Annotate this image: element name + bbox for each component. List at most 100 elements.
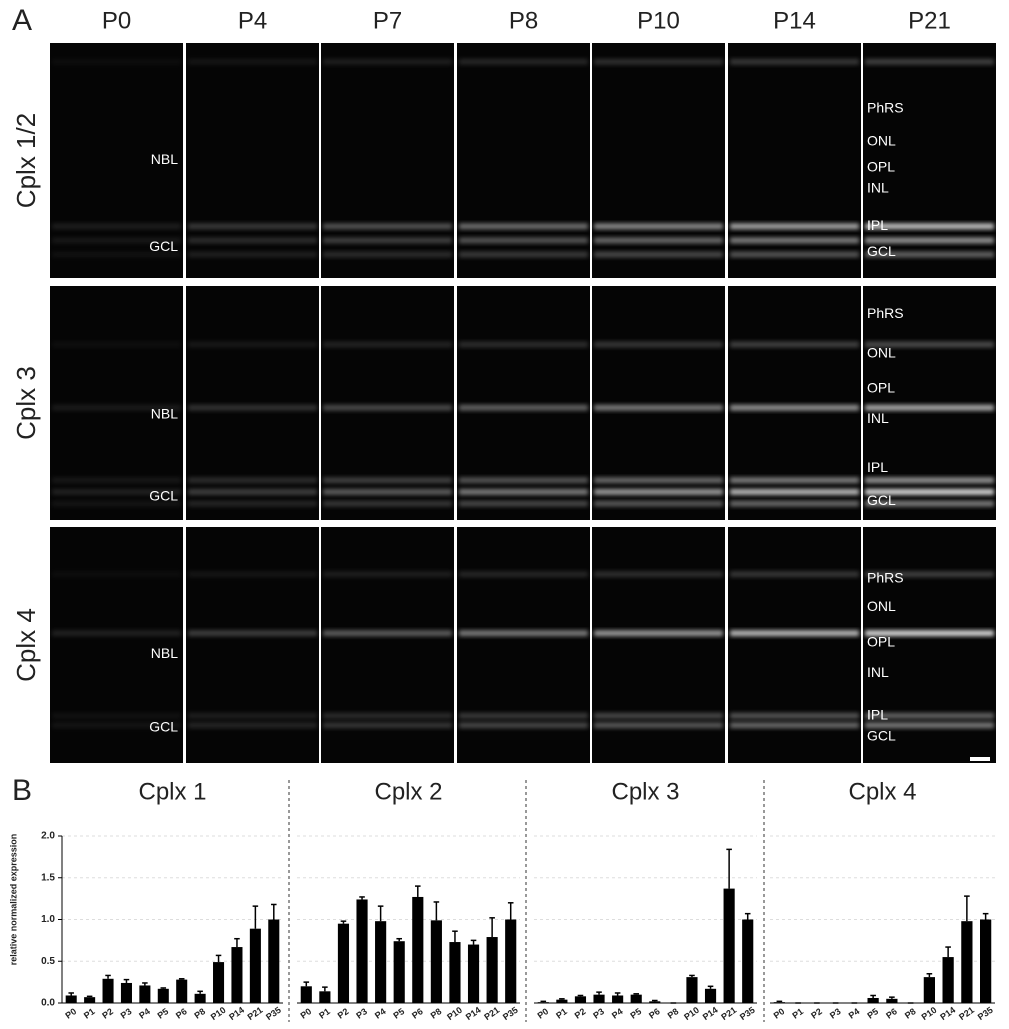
tissue-band [865, 251, 994, 258]
tissue-band [459, 477, 588, 484]
tissue-band [52, 722, 181, 729]
x-tick-label: P2 [573, 1006, 588, 1021]
tissue-band [730, 571, 859, 578]
x-tick-label: P8 [666, 1006, 681, 1021]
y-axis-label: relative normalized expression [8, 834, 18, 966]
micrograph [592, 286, 725, 520]
tissue-band [188, 712, 317, 719]
tissue-band [730, 630, 859, 637]
bar [412, 896, 424, 1003]
x-tick-label: P4 [610, 1006, 625, 1021]
layer-label: GCL [867, 243, 896, 259]
micrograph [186, 286, 319, 520]
scale-bar [970, 757, 990, 761]
tissue-band [188, 58, 317, 65]
layer-label: GCL [867, 492, 896, 508]
tissue-band [52, 500, 181, 507]
x-tick-label: P0 [63, 1006, 78, 1021]
tissue-band [730, 500, 859, 507]
tissue-band [459, 58, 588, 65]
tissue-band [323, 630, 452, 637]
tissue-band [594, 712, 723, 719]
x-tick-label: P1 [790, 1006, 805, 1021]
x-tick-label: P6 [174, 1006, 189, 1021]
tissue-band [323, 223, 452, 230]
bar [704, 988, 717, 1003]
micrograph-grid: P0 P4 P7 P8 P10 P14 P21 Cplx 1/2 NBL GCL PhRS ONL OP… [11, 7, 996, 763]
tissue-band [459, 722, 588, 729]
x-tick-label: P2 [809, 1006, 824, 1021]
x-tick-label: P5 [156, 1006, 171, 1021]
x-tick-label: P14 [938, 1005, 957, 1022]
bar [213, 962, 225, 1003]
bar [65, 995, 77, 1003]
panel-label: B [12, 774, 32, 807]
bar-chart: Cplx 1 0.0 0.5 1.0 1.5 2.0 relative normalized… [8, 778, 283, 1022]
column-label: P14 [773, 7, 816, 34]
layer-label: PhRS [867, 570, 904, 586]
x-tick-label: P8 [903, 1006, 918, 1021]
layer-label: OPL [867, 158, 895, 174]
x-tick-label: P10 [682, 1005, 701, 1022]
tissue-band [459, 223, 588, 230]
x-tick-label: P3 [591, 1006, 606, 1021]
bar [723, 888, 735, 1003]
x-tick-label: P8 [429, 1006, 444, 1021]
bar [393, 941, 405, 1003]
x-tick-label: P35 [976, 1005, 995, 1022]
x-tick-label: P1 [82, 1006, 97, 1021]
bar [176, 979, 188, 1003]
tissue-band [594, 341, 723, 348]
x-tick-label: P14 [701, 1005, 720, 1022]
x-tick-label: P2 [100, 1006, 115, 1021]
tissue-band [865, 477, 994, 484]
bar [356, 899, 368, 1003]
x-tick-label: P21 [719, 1005, 738, 1022]
tissue-band [323, 712, 452, 719]
bar [686, 977, 698, 1003]
bar [574, 996, 587, 1003]
tissue-band [865, 58, 994, 65]
tissue-band [594, 571, 723, 578]
row-label: Cplx 4 [11, 608, 41, 682]
tissue-band [730, 251, 859, 258]
column-label: P4 [238, 7, 267, 34]
column-label: P10 [637, 7, 680, 34]
tissue-band [52, 477, 181, 484]
bar [630, 994, 642, 1003]
layer-label: ONL [867, 132, 896, 148]
layer-label: NBL [151, 645, 178, 661]
row-label: Cplx 3 [11, 366, 41, 440]
layer-label: PhRS [867, 100, 904, 116]
tissue-band [459, 488, 588, 495]
bar-charts: Cplx 1 0.0 0.5 1.0 1.5 2.0 relative normalized… [8, 778, 995, 1022]
tissue-band [188, 251, 317, 258]
layer-label: GCL [867, 728, 896, 744]
bar [886, 998, 898, 1003]
x-tick-label: P2 [336, 1006, 351, 1021]
tissue-band [188, 237, 317, 244]
tissue-band [52, 59, 181, 65]
tissue-band [459, 341, 588, 348]
micrograph [728, 286, 861, 520]
tissue-band [52, 488, 181, 495]
tissue-band [323, 404, 452, 411]
tissue-band [459, 251, 588, 258]
bar [430, 920, 442, 1003]
bar [942, 957, 954, 1003]
layer-label: NBL [151, 151, 178, 167]
tissue-band [865, 722, 994, 729]
tissue-band [459, 571, 588, 578]
x-tick-label: P21 [246, 1005, 265, 1022]
micrograph [321, 286, 454, 520]
bar [120, 982, 132, 1003]
chart-title: Cplx 1 [138, 778, 206, 805]
tissue-band [323, 237, 452, 244]
bar [300, 986, 312, 1003]
tissue-band [52, 251, 181, 258]
x-tick-label: P1 [554, 1006, 569, 1021]
column-label: P8 [509, 7, 538, 34]
column-label: P7 [373, 7, 402, 34]
tissue-band [865, 571, 994, 578]
tissue-band [323, 58, 452, 65]
